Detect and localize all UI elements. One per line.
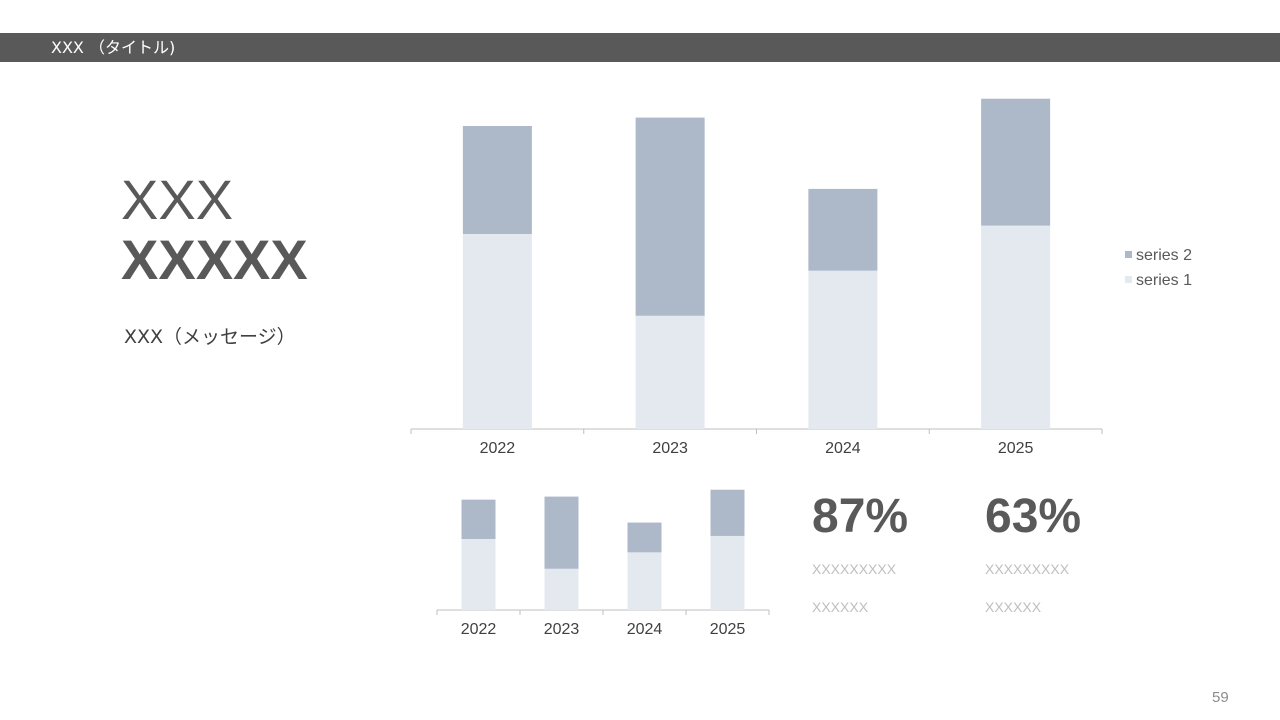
main-chart-x-tick-label: 2025 xyxy=(998,440,1034,457)
heading-line-2: XXXXX xyxy=(121,228,308,291)
kpi-2-value: 63% xyxy=(985,490,1082,543)
main-chart-bar-series1-2024 xyxy=(808,270,878,429)
kpi-1-desc-line2: XXXXXX xyxy=(812,599,869,615)
main-chart-bar-series1-2022 xyxy=(462,233,532,429)
main-chart-bar-series2-2022 xyxy=(462,125,532,234)
kpi-1-desc-line1: XXXXXXXXX xyxy=(812,561,897,577)
main-chart-bar-series2-2023 xyxy=(635,117,705,316)
main-chart-bar-series1-2025 xyxy=(981,225,1051,429)
small-chart-bar-series2-2022 xyxy=(461,499,496,539)
main-chart-x-tick-label: 2022 xyxy=(480,440,516,457)
small-chart-x-tick-label: 2024 xyxy=(627,621,663,638)
small-chart-x-tick-label: 2025 xyxy=(710,621,746,638)
slide-title: XXX （タイトル) xyxy=(51,38,176,57)
small-stacked-bar-chart: 2022 2023 2024 2025 xyxy=(436,489,770,638)
small-chart-bar-series1-2023 xyxy=(544,568,579,610)
legend-label-series1: series 1 xyxy=(1136,272,1192,289)
small-chart-bar-series2-2025 xyxy=(710,489,745,536)
legend-swatch-series1 xyxy=(1125,276,1132,283)
main-chart-x-tick-label: 2023 xyxy=(652,440,688,457)
legend-swatch-series2 xyxy=(1125,251,1132,258)
title-bar: XXX （タイトル) xyxy=(0,33,1280,62)
small-chart-bar-series1-2022 xyxy=(461,538,496,610)
main-chart-bar-series2-2025 xyxy=(981,98,1051,226)
main-chart-bar-series2-2024 xyxy=(808,188,878,271)
small-chart-bar-series2-2023 xyxy=(544,496,579,569)
kpi-1-value: 87% xyxy=(812,490,909,543)
legend-label-series2: series 2 xyxy=(1136,247,1192,264)
small-chart-x-tick-label: 2022 xyxy=(461,621,497,638)
small-chart-bar-series2-2024 xyxy=(627,522,662,553)
page-number: 59 xyxy=(1212,689,1229,706)
kpi-2-desc-line1: XXXXXXXXX xyxy=(985,561,1070,577)
small-chart-bar-series1-2025 xyxy=(710,535,745,610)
small-chart-x-tick-label: 2023 xyxy=(544,621,580,638)
main-stacked-bar-chart: 2022 2023 2024 2025 series 2 series 1 xyxy=(410,98,1192,457)
main-chart-x-tick-label: 2024 xyxy=(825,440,861,457)
small-chart-bar-series1-2024 xyxy=(627,552,662,610)
heading: XXX XXXXX xyxy=(121,170,308,290)
message-text: XXX（メッセージ） xyxy=(124,326,296,348)
kpi-1: 87% XXXXXXXXX XXXXXX xyxy=(812,492,972,622)
main-chart-bar-series1-2023 xyxy=(635,315,705,429)
kpi-2-desc-line2: XXXXXX xyxy=(985,599,1042,615)
heading-line-1: XXX xyxy=(121,168,234,231)
kpi-2: 63% XXXXXXXXX XXXXXX xyxy=(985,492,1145,622)
